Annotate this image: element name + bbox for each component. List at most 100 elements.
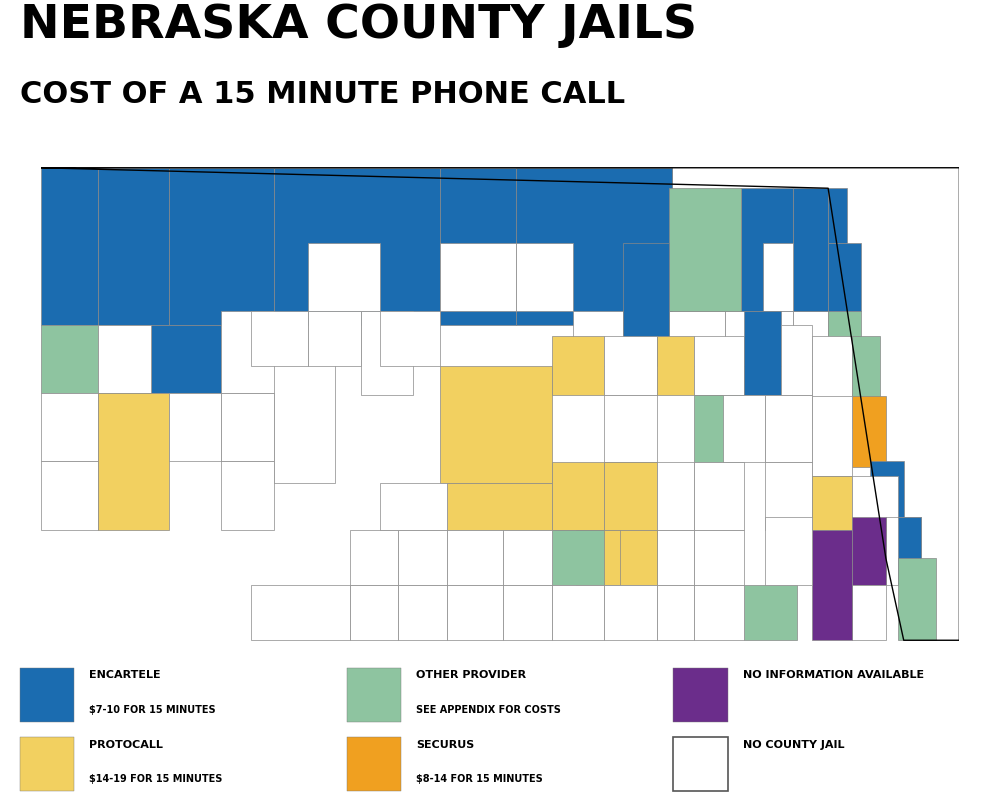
Bar <box>347 667 401 722</box>
Bar <box>398 585 447 640</box>
Bar <box>447 585 503 640</box>
Bar <box>623 243 669 366</box>
Bar <box>98 326 151 393</box>
Bar <box>657 336 694 394</box>
Bar <box>623 311 669 366</box>
Bar <box>694 336 744 394</box>
Text: $14-19 FOR 15 MINUTES: $14-19 FOR 15 MINUTES <box>89 774 223 784</box>
Bar <box>812 336 852 428</box>
Text: NO COUNTY JAIL: NO COUNTY JAIL <box>743 739 844 750</box>
Text: OTHER PROVIDER: OTHER PROVIDER <box>416 670 526 680</box>
Bar <box>516 168 594 246</box>
Bar <box>852 585 886 640</box>
Bar <box>308 243 380 311</box>
Bar <box>763 243 793 311</box>
Bar <box>151 326 221 393</box>
Bar <box>812 396 852 477</box>
Bar <box>573 311 623 366</box>
Bar <box>516 243 573 311</box>
Bar <box>398 530 447 585</box>
Bar <box>503 530 552 585</box>
Bar <box>828 243 861 311</box>
Bar <box>870 461 904 518</box>
Bar <box>852 518 886 585</box>
Bar <box>552 462 604 530</box>
Bar <box>673 667 728 722</box>
Bar <box>380 482 447 530</box>
Bar <box>812 477 852 530</box>
Text: $8-14 FOR 15 MINUTES: $8-14 FOR 15 MINUTES <box>416 774 543 784</box>
Bar <box>361 311 413 394</box>
Bar <box>41 326 98 393</box>
Bar <box>98 168 169 326</box>
Bar <box>20 667 74 722</box>
Bar <box>274 168 440 326</box>
Bar <box>763 311 793 366</box>
Bar <box>308 311 361 366</box>
Bar <box>723 394 765 462</box>
Bar <box>694 394 744 462</box>
Bar <box>440 243 516 311</box>
Text: NO INFORMATION AVAILABLE: NO INFORMATION AVAILABLE <box>743 670 924 680</box>
Bar <box>251 311 308 366</box>
Bar <box>274 365 335 482</box>
Bar <box>251 585 350 640</box>
Bar <box>852 477 898 530</box>
Bar <box>694 530 744 585</box>
Bar <box>350 530 398 585</box>
Bar <box>741 188 793 311</box>
Bar <box>793 311 828 366</box>
Bar <box>765 394 812 462</box>
Text: PROTOCALL: PROTOCALL <box>89 739 163 750</box>
Bar <box>852 336 880 428</box>
Bar <box>221 461 274 530</box>
Bar <box>765 518 812 585</box>
Bar <box>812 530 852 640</box>
Bar <box>657 530 694 585</box>
Bar <box>576 530 620 585</box>
Bar <box>447 482 552 530</box>
Bar <box>898 518 921 585</box>
Bar <box>169 168 274 326</box>
Text: SECURUS: SECURUS <box>416 739 474 750</box>
Bar <box>744 585 797 640</box>
Bar <box>221 311 291 393</box>
Bar <box>604 462 657 530</box>
Bar <box>657 462 694 530</box>
Bar <box>657 585 694 640</box>
Bar <box>552 530 604 585</box>
Text: COST OF A 15 MINUTE PHONE CALL: COST OF A 15 MINUTE PHONE CALL <box>20 80 625 109</box>
Bar <box>440 366 552 482</box>
Bar <box>744 311 781 394</box>
Bar <box>594 168 672 246</box>
Bar <box>347 737 401 791</box>
Bar <box>694 462 744 530</box>
Bar <box>169 393 221 461</box>
Bar <box>41 168 98 326</box>
Text: NEBRASKA COUNTY JAILS: NEBRASKA COUNTY JAILS <box>20 3 697 48</box>
Bar <box>221 393 274 461</box>
Text: ENCARTELE: ENCARTELE <box>89 670 161 680</box>
Bar <box>886 518 921 585</box>
Bar <box>781 326 812 394</box>
Bar <box>793 188 828 311</box>
Text: SEE APPENDIX FOR COSTS: SEE APPENDIX FOR COSTS <box>416 705 561 715</box>
Text: $7-10 FOR 15 MINUTES: $7-10 FOR 15 MINUTES <box>89 705 216 715</box>
Bar <box>669 188 741 311</box>
Bar <box>898 558 936 640</box>
Bar <box>98 393 169 530</box>
Bar <box>350 585 398 640</box>
Bar <box>673 737 728 791</box>
Bar <box>380 311 440 366</box>
Bar <box>604 336 657 394</box>
Bar <box>694 585 744 640</box>
Bar <box>828 188 847 243</box>
Bar <box>41 393 98 461</box>
Bar <box>765 462 812 530</box>
Bar <box>552 336 604 394</box>
Bar <box>604 585 657 640</box>
Bar <box>447 530 503 585</box>
Bar <box>503 585 552 640</box>
Bar <box>828 311 861 366</box>
Bar <box>516 168 672 326</box>
